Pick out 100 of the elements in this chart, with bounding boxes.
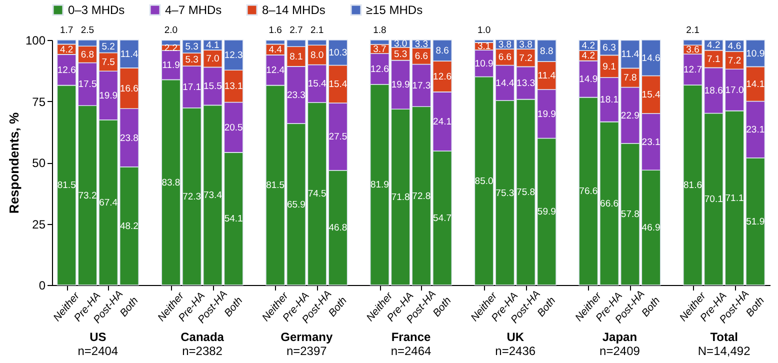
data-label: 23.3 [286, 90, 306, 102]
data-label: 1.6 [268, 25, 282, 36]
data-label: 22.9 [620, 110, 640, 122]
data-label: 5.2 [102, 41, 115, 52]
data-label: 1.0 [477, 25, 491, 36]
data-label: 3.3 [414, 39, 428, 50]
data-label: 12.6 [433, 72, 452, 83]
data-label: 5.3 [394, 48, 408, 60]
legend-label: ≥15 MHDs [366, 3, 423, 17]
data-label: 81.5 [57, 180, 76, 192]
data-label: 17.0 [725, 84, 744, 96]
data-label: 6.6 [498, 52, 512, 64]
data-label: 66.6 [600, 198, 619, 210]
data-label: 15.4 [308, 78, 326, 90]
data-label: 59.9 [537, 206, 556, 218]
data-label: 75.8 [516, 187, 536, 198]
data-label: 3.7 [373, 44, 386, 55]
data-label: 85.0 [474, 176, 494, 187]
data-label: 7.1 [707, 54, 720, 65]
y-tick-label: 0 [38, 278, 46, 292]
data-label: 8.6 [436, 46, 449, 57]
data-label: 4.2 [707, 40, 720, 52]
data-label: 2.5 [80, 25, 94, 36]
data-label: 2.7 [290, 25, 303, 36]
data-label: 6.8 [80, 49, 94, 60]
data-label: 3.8 [519, 39, 532, 50]
data-label: 74.5 [308, 188, 326, 200]
data-label: 1.8 [373, 25, 386, 36]
data-label: 75.3 [496, 188, 514, 199]
data-label: 72.3 [182, 191, 202, 202]
legend-label: 8–14 MHDs [262, 3, 326, 17]
text: UK n=2436 [495, 330, 536, 358]
data-label: 4.2 [582, 50, 596, 62]
data-label: 17.1 [182, 82, 202, 93]
data-label: 12.6 [57, 64, 76, 76]
y-tick-label: 75 [32, 94, 46, 109]
data-label: 7.2 [728, 55, 742, 66]
data-label: 8.1 [290, 52, 303, 63]
data-label: 13.1 [224, 81, 243, 92]
data-label: 81.9 [370, 180, 389, 191]
data-label: 70.1 [704, 194, 723, 206]
data-label: 9.1 [602, 61, 616, 72]
data-label: 8.8 [540, 46, 554, 57]
legend-label: 4–7 MHDs [165, 3, 222, 17]
data-label: 17.5 [78, 79, 97, 90]
data-label: 54.7 [433, 212, 452, 224]
text: Canada n=2382 [180, 330, 224, 358]
data-label: 24.1 [433, 116, 452, 128]
data-label: 16.6 [120, 83, 138, 94]
data-label: 15.4 [642, 90, 660, 101]
data-label: 13.3 [516, 78, 536, 89]
data-label: 12.3 [224, 50, 243, 62]
data-label: 2.1 [310, 25, 324, 36]
data-label: 4.2 [582, 40, 596, 52]
data-label: 7.2 [519, 52, 532, 64]
data-label: 7.8 [624, 72, 637, 84]
data-label: 48.2 [120, 220, 138, 232]
data-label: 11.4 [120, 48, 138, 60]
data-label: 18.6 [704, 85, 723, 96]
data-label: 19.9 [99, 90, 118, 102]
data-label: 4.4 [268, 44, 282, 56]
data-label: 6.3 [602, 42, 616, 54]
data-label: 17.3 [412, 80, 431, 92]
data-label: 14.6 [642, 52, 660, 64]
data-label: 3.1 [477, 41, 491, 52]
data-label: 6.6 [414, 51, 428, 62]
data-label: 81.6 [684, 180, 702, 192]
data-label: 10.3 [328, 48, 348, 59]
data-label: 73.2 [78, 190, 97, 202]
text: Germany n=2397 [280, 330, 333, 358]
data-label: 51.9 [746, 216, 765, 228]
data-label: 8.0 [310, 50, 324, 61]
data-label: 19.9 [537, 108, 556, 120]
data-label: 3.6 [686, 44, 700, 56]
data-label: 12.4 [266, 65, 285, 76]
y-tick-label: 100 [25, 34, 46, 48]
y-tick-label: 25 [32, 217, 46, 232]
data-label: 5.3 [185, 41, 198, 52]
data-label: 23.8 [120, 132, 138, 144]
data-label: 57.8 [620, 209, 640, 220]
data-label: 4.6 [728, 40, 742, 52]
data-label: 46.8 [328, 222, 348, 234]
text: US n=2404 [78, 330, 118, 358]
data-label: 10.9 [474, 58, 494, 70]
legend-label: 0–3 MHDs [68, 3, 125, 17]
data-label: 18.1 [600, 94, 619, 106]
data-label: 4.2 [60, 44, 74, 56]
data-label: 11.9 [162, 60, 180, 72]
data-label: 14.4 [496, 78, 514, 89]
data-label: 71.8 [391, 192, 410, 204]
data-label: 12.7 [684, 64, 702, 76]
data-label: 4.1 [206, 40, 220, 52]
data-label: 19.9 [391, 80, 410, 91]
y-tick-label: 50 [32, 156, 46, 170]
text: Total N=14,492 [698, 330, 750, 358]
data-label: 81.5 [266, 180, 285, 192]
data-label: 14.9 [579, 74, 598, 86]
data-label: 23.1 [746, 124, 765, 136]
data-label: 71.1 [725, 192, 744, 204]
y-axis-title: Respondents, % [6, 112, 22, 214]
